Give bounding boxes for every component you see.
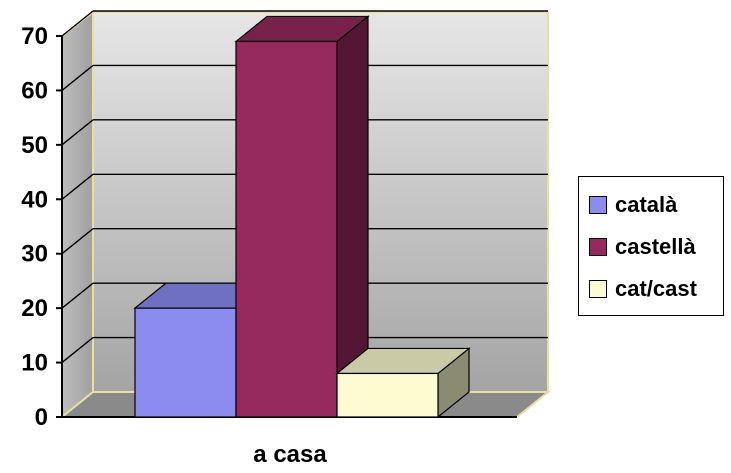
gridline-side bbox=[61, 282, 94, 309]
legend-swatch-catala bbox=[589, 196, 607, 214]
y-tick-label: 20 bbox=[21, 295, 48, 322]
bar-front-face bbox=[134, 307, 237, 418]
bar-3 bbox=[335, 347, 471, 419]
gridline-side bbox=[61, 119, 94, 146]
gridline-side bbox=[61, 64, 94, 91]
y-tick-label: 70 bbox=[21, 23, 48, 50]
legend-swatch-cat-cast bbox=[589, 280, 607, 298]
legend-swatch-castella bbox=[589, 238, 607, 256]
bar-front-face bbox=[235, 40, 338, 418]
legend-item-cat-cast: cat/cast bbox=[589, 274, 697, 304]
y-axis-ticks: 0 10 20 30 40 50 60 70 bbox=[21, 23, 62, 431]
legend-item-catala: català bbox=[589, 190, 677, 220]
legend-label-catala: català bbox=[615, 192, 678, 217]
y-tick-label: 0 bbox=[35, 404, 48, 431]
x-axis-ticks: a casa bbox=[253, 441, 327, 468]
legend-label-castella: castellà bbox=[615, 234, 696, 259]
bar-2 bbox=[234, 15, 370, 419]
y-tick-label: 50 bbox=[21, 132, 48, 159]
gridline-side bbox=[61, 173, 94, 200]
y-tick-label: 10 bbox=[21, 350, 48, 377]
side-wall bbox=[61, 9, 94, 420]
y-tick-label: 30 bbox=[21, 241, 48, 268]
legend: català castellà cat/cast bbox=[578, 176, 724, 316]
y-tick-label: 40 bbox=[21, 186, 48, 213]
bar-front-face bbox=[336, 372, 439, 418]
gridline-side bbox=[61, 228, 94, 255]
x-tick-label: a casa bbox=[253, 441, 327, 468]
y-tick-label: 60 bbox=[21, 77, 48, 104]
legend-label-cat-cast: cat/cast bbox=[615, 276, 697, 301]
legend-item-castella: castellà bbox=[589, 232, 696, 262]
gridline-side bbox=[61, 337, 94, 364]
gridline-side bbox=[61, 10, 94, 37]
bars bbox=[133, 15, 471, 419]
